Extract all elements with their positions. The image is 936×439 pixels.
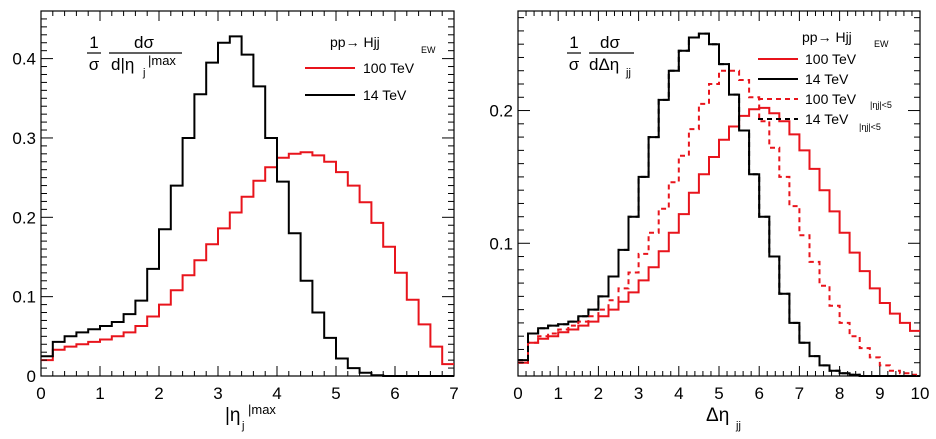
right-series-group <box>518 32 920 377</box>
right-xlabel: Δη jj <box>706 405 741 432</box>
right-xtick-label: 2 <box>594 384 603 403</box>
left-xtick-label: 6 <box>390 384 399 403</box>
left-legend-label-100tev: 100 TeV <box>363 60 415 76</box>
right-legend-label-100tev-cut: 100 TeV <box>805 91 857 107</box>
right-formula-den-sub: jj <box>625 67 631 79</box>
right-legend-sub-100tev-cut: |ηj|<5 <box>870 100 892 110</box>
left-xtick-label: 1 <box>95 384 104 403</box>
left-xlabel-main: |η <box>225 405 241 426</box>
right-axis-ticks: 0 1 2 3 4 5 6 7 8 9 10 0.1 0.2 <box>489 11 929 403</box>
right-legend-label-100tev: 100 TeV <box>805 51 857 67</box>
right-formula-num: dσ <box>600 33 620 52</box>
right-ylabel-formula: 1 σ dσ dΔη jj <box>567 33 634 79</box>
right-xtick-label: 1 <box>553 384 562 403</box>
left-ytick-label: 0.1 <box>12 288 36 307</box>
left-formula-one: 1 <box>89 33 98 52</box>
right-ytick-label: 0.1 <box>489 234 513 253</box>
right-ytick-label: 0.2 <box>489 102 513 121</box>
right-legend-label-14tev-cut: 14 TeV <box>805 111 849 127</box>
left-series-1-line <box>41 35 454 377</box>
right-xtick-label: 8 <box>835 384 844 403</box>
right-xtick-label: 5 <box>714 384 723 403</box>
right-xtick-label: 7 <box>795 384 804 403</box>
right-panel: 0 1 2 3 4 5 6 7 8 9 10 0.1 0.2 1 σ dσ dΔη jj pp→ Hjj… <box>489 10 929 432</box>
right-xlabel-sub: jj <box>735 420 741 432</box>
left-formula-sigma: σ <box>89 55 100 74</box>
right-legend-label-14tev: 14 TeV <box>805 71 849 87</box>
right-xlabel-main: Δη <box>706 405 729 426</box>
right-series-0-line <box>518 106 920 364</box>
right-legend-process: pp→ Hjj <box>802 29 852 45</box>
left-axis-ticks: 0 1 2 3 4 5 6 7 0 0.1 0.2 0.3 0.4 <box>12 10 459 403</box>
left-ytick-label: 0.4 <box>12 50 36 69</box>
right-xtick-label: 3 <box>634 384 643 403</box>
left-formula-den: d|η <box>111 55 134 74</box>
left-xtick-label: 5 <box>331 384 340 403</box>
right-xtick-label: 4 <box>674 384 683 403</box>
left-series-group <box>41 35 454 377</box>
right-xtick-label: 6 <box>754 384 763 403</box>
left-legend-process-sub: EW <box>421 45 436 55</box>
left-xlabel: |η j |max <box>225 402 276 432</box>
right-legend-process-sub: EW <box>874 39 889 49</box>
left-formula-den-sup: |max <box>148 53 176 68</box>
right-xtick-label: 0 <box>513 384 522 403</box>
left-formula-den-sub: j <box>142 67 145 79</box>
left-xtick-label: 7 <box>449 384 458 403</box>
left-xlabel-sup: |max <box>248 402 276 417</box>
right-series-2-line <box>518 69 920 376</box>
left-ytick-label: 0 <box>27 367 36 386</box>
left-legend: pp→ Hjj EW 100 TeV 14 TeV <box>305 34 436 103</box>
left-xtick-label: 3 <box>213 384 222 403</box>
right-series-3-line <box>518 32 920 377</box>
right-legend-sub-14tev-cut: |ηj|<5 <box>859 122 881 132</box>
right-formula-den: dΔη <box>589 55 619 74</box>
left-series-0-line <box>41 151 454 366</box>
right-formula-sigma: σ <box>569 55 580 74</box>
left-legend-process: pp→ Hjj <box>330 34 380 50</box>
left-xtick-label: 4 <box>272 384 281 403</box>
left-ytick-label: 0.3 <box>12 129 36 148</box>
left-xtick-label: 0 <box>36 384 45 403</box>
left-panel: 0 1 2 3 4 5 6 700.10.20.30.4 1 σ dσ d|η j |max … <box>12 10 459 432</box>
left-ylabel-formula: 1 σ dσ d|η j |max <box>87 33 182 79</box>
left-formula-num: dσ <box>134 33 154 52</box>
left-xtick-label: 2 <box>154 384 163 403</box>
left-xlabel-sub: j <box>241 420 244 432</box>
left-ytick-label: 0.2 <box>12 208 36 227</box>
right-legend: pp→ Hjj EW 100 TeV 14 TeV 100 TeV |ηj|<5… <box>758 29 892 132</box>
right-xtick-label: 9 <box>875 384 884 403</box>
right-formula-one: 1 <box>569 33 578 52</box>
right-xtick-label: 10 <box>911 384 930 403</box>
left-legend-label-14tev: 14 TeV <box>363 87 407 103</box>
